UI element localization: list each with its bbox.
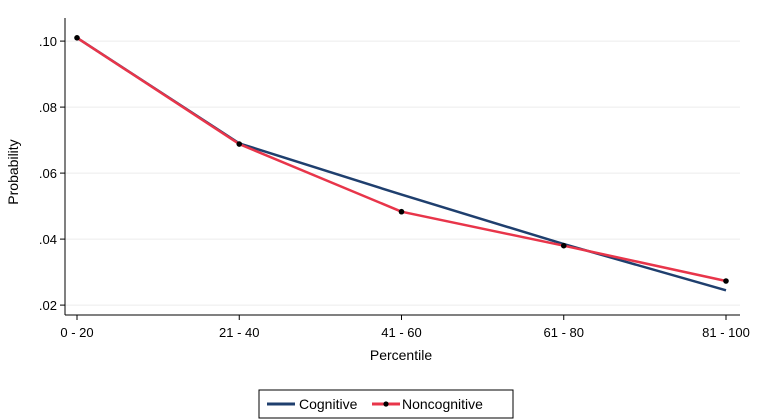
legend: Cognitive Noncognitive [258,389,514,419]
data-point-noncognitive [723,278,729,284]
x-tick-label: 0 - 20 [60,325,93,340]
legend-marker-noncognitive [383,401,389,407]
series-line-cognitive [76,36,727,292]
series-line-noncognitive [76,36,727,283]
y-tick-label: .02 [39,298,57,313]
x-axis-title: Percentile [370,347,432,363]
x-ticks: 0 - 20 21 - 40 41 - 60 61 - 80 81 - 100 [60,315,750,340]
legend-label-cognitive: Cognitive [299,396,358,412]
data-point-noncognitive [398,208,405,215]
y-axis-title: Probability [5,139,21,204]
legend-label-noncognitive: Noncognitive [402,396,483,412]
x-tick-label: 61 - 80 [544,325,584,340]
x-tick-label: 21 - 40 [219,325,259,340]
data-point-noncognitive [74,35,80,41]
y-ticks: .02 .04 .06 .08 .10 [39,34,65,313]
y-tick-label: .10 [39,34,57,49]
y-tick-label: .08 [39,100,57,115]
series-group [74,35,729,292]
y-tick-label: .06 [39,166,57,181]
data-point-noncognitive [236,141,243,147]
y-tick-label: .04 [39,232,57,247]
grid [65,40,740,306]
x-tick-label: 41 - 60 [381,325,421,340]
data-point-noncognitive [560,242,567,249]
x-tick-label: 81 - 100 [702,325,750,340]
